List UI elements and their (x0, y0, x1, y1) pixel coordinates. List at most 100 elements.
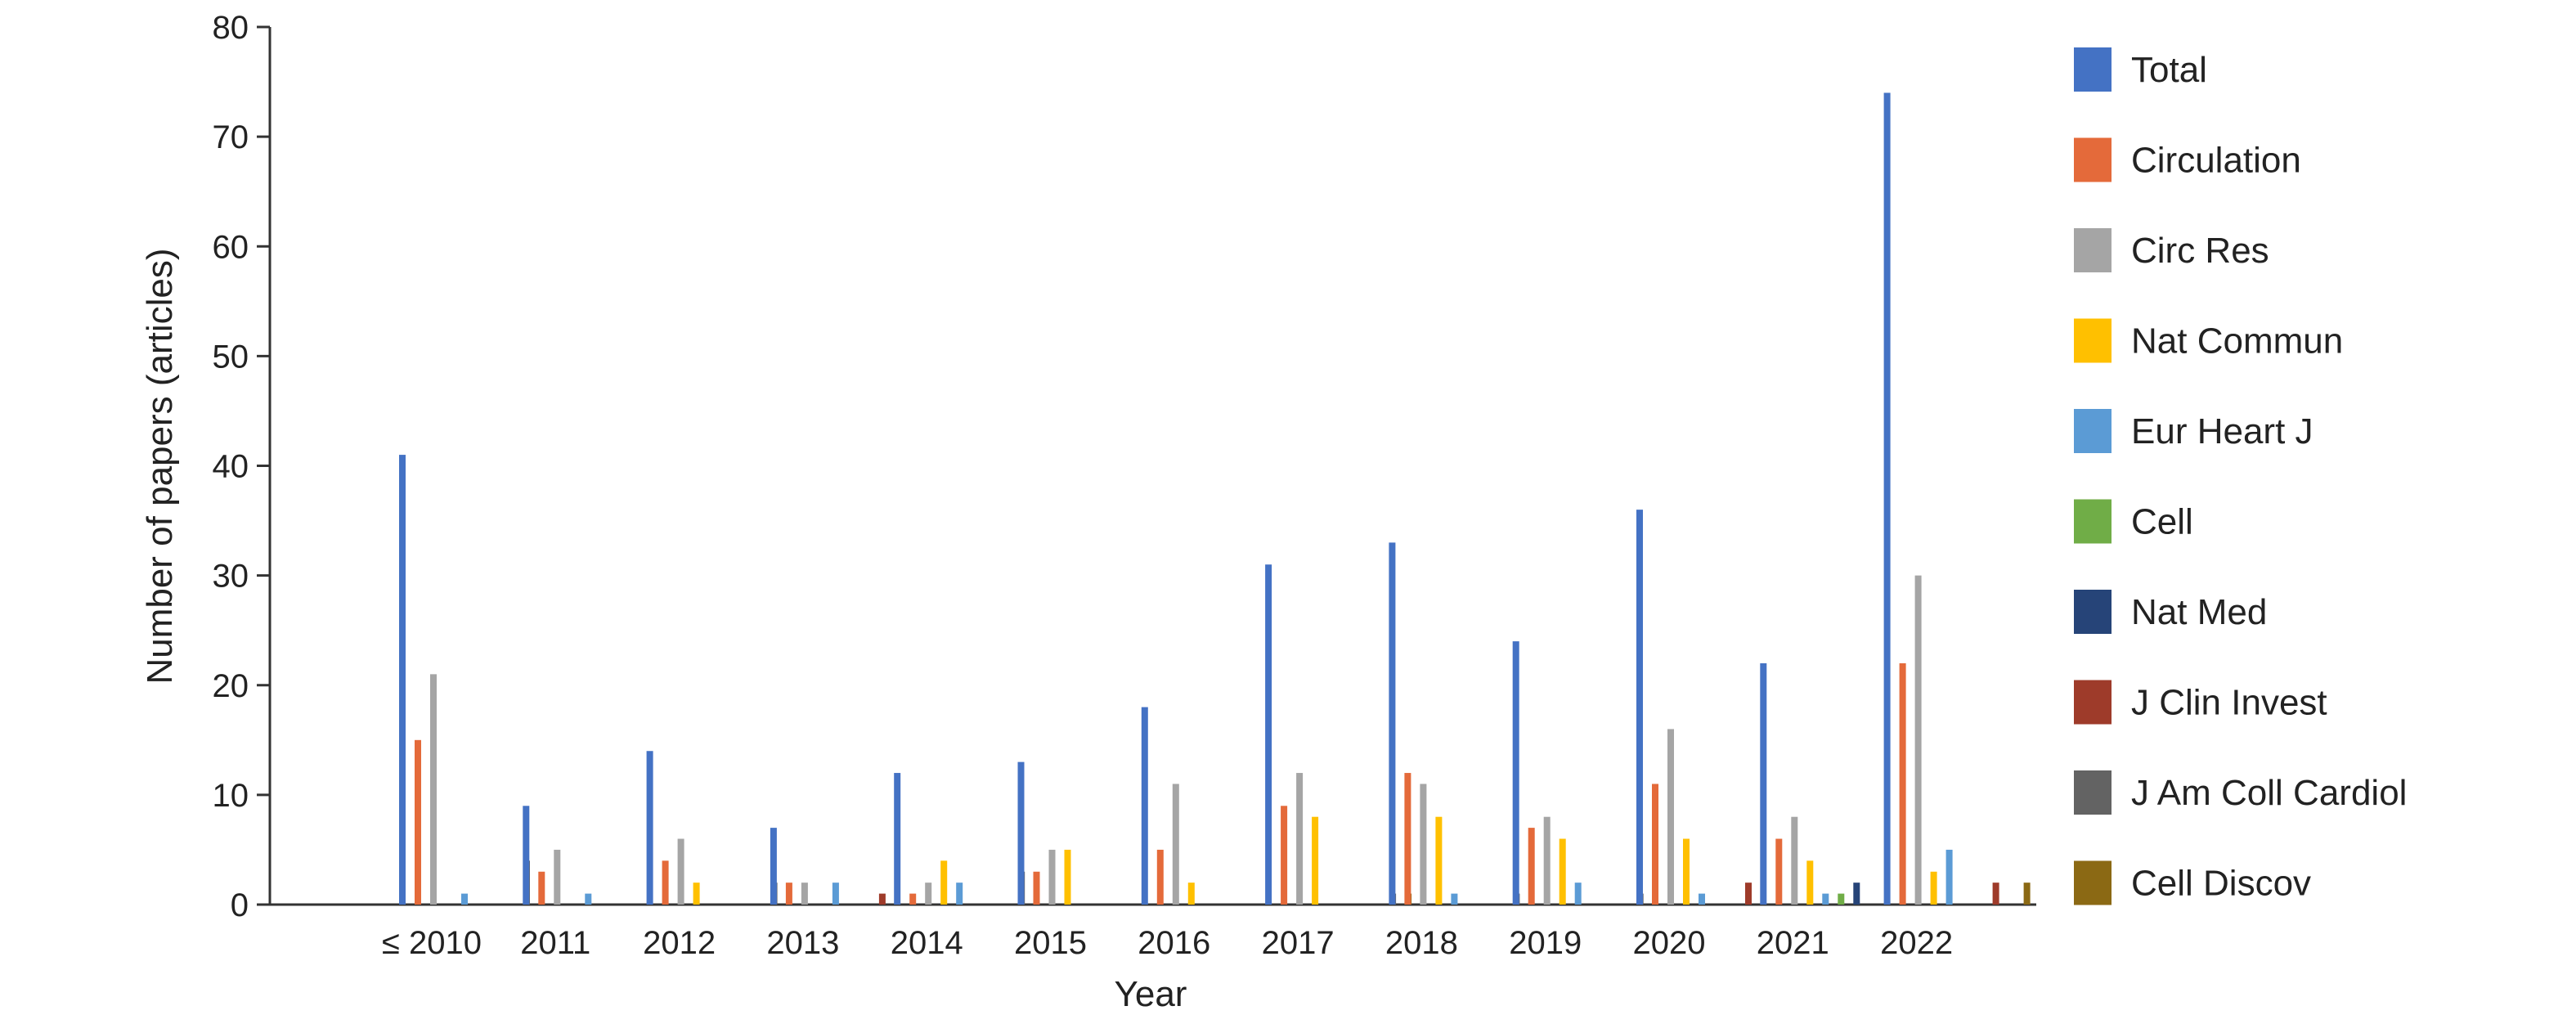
x-tick-label: ≤ 2010 (382, 925, 482, 961)
bar-circ-res-8 (1420, 784, 1427, 905)
bar-cell-discov-12 (2023, 883, 2031, 905)
legend-label: Nat Med (2131, 592, 2267, 632)
bar-circulation-5 (1033, 871, 1040, 905)
bar-circulation-11 (1775, 838, 1783, 905)
bar-circ-res-3 (801, 883, 808, 905)
bar-circulation-4 (909, 893, 917, 905)
legend-swatch (2074, 499, 2112, 544)
bar-eur-heart-j-12 (1945, 849, 1953, 905)
y-tick-label: 20 (213, 668, 249, 704)
y-tick-label: 70 (213, 119, 249, 155)
bar-eur-heart-j-8 (1451, 893, 1458, 905)
bar-circulation-8 (1404, 773, 1411, 905)
bar-nat-commun-11 (1806, 860, 1814, 905)
legend-item-nat-med: Nat Med (2074, 590, 2267, 634)
bar-nat-commun-5 (1064, 849, 1071, 905)
bar-eur-heart-j-4 (956, 883, 963, 905)
bar-circulation-12 (1899, 662, 1906, 905)
y-tick-label: 50 (213, 339, 249, 375)
bar-circ-res-7 (1296, 773, 1304, 905)
legend-label: J Clin Invest (2131, 683, 2327, 723)
legend-label: Circulation (2131, 141, 2301, 181)
bar-circ-res-6 (1172, 784, 1179, 905)
legend-item-j-am-coll-cardiol: J Am Coll Cardiol (2074, 770, 2407, 815)
bar-nat-commun-2 (693, 883, 700, 905)
x-tick-label: 2019 (1509, 925, 1582, 961)
bar-total-2 (646, 751, 653, 905)
bar-nat-commun-6 (1187, 883, 1195, 905)
bar-j-clin-invest-10 (1745, 883, 1752, 905)
legend-item-cell: Cell (2074, 499, 2193, 544)
bar-circulation-0 (415, 739, 421, 905)
axes (257, 25, 2036, 906)
bar-total-9 (1512, 641, 1519, 905)
bar-total-11 (1760, 662, 1767, 905)
legend-item-eur-heart-j: Eur Heart J (2074, 409, 2313, 453)
legend-swatch (2074, 860, 2112, 905)
bar-eur-heart-j-1 (585, 893, 592, 905)
bar-circ-res-2 (677, 838, 684, 905)
bar-cell-11 (1838, 893, 1845, 905)
bar-circ-res-5 (1048, 849, 1056, 905)
legend-item-nat-commun: Nat Commun (2074, 318, 2343, 363)
bar-nat-commun-10 (1683, 838, 1690, 905)
bar-j-clin-invest-12 (1992, 883, 1999, 905)
bars (399, 92, 2031, 905)
bar-circ-res-9 (1543, 816, 1551, 905)
legend-swatch (2074, 770, 2112, 815)
legend-item-circ-res: Circ Res (2074, 228, 2269, 272)
x-tick-label: 2017 (1262, 925, 1335, 961)
bar-circulation-10 (1652, 784, 1658, 905)
bar-total-7 (1265, 564, 1272, 905)
x-tick-label: 2011 (520, 925, 590, 961)
bar-nat-commun-8 (1435, 816, 1443, 905)
legend: Total Circulation Circ Res Nat Commun Eur He… (2074, 47, 2407, 905)
bar-nat-commun-12 (1930, 871, 1937, 905)
y-axis-title: Number of papers (articles) (140, 248, 180, 684)
bar-nat-med-11 (1853, 883, 1860, 905)
legend-swatch (2074, 47, 2112, 92)
bar-circulation-1 (538, 871, 545, 905)
legend-label: Circ Res (2131, 231, 2269, 271)
legend-swatch (2074, 137, 2112, 182)
bar-eur-heart-j-10 (1699, 893, 1705, 905)
bar-eur-heart-j-11 (1822, 893, 1829, 905)
y-tick-label: 80 (213, 10, 249, 46)
bar-eur-heart-j-9 (1574, 883, 1582, 905)
x-tick-label: 2013 (766, 925, 839, 961)
legend-item-circulation: Circulation (2074, 137, 2301, 182)
legend-label: Total (2131, 50, 2207, 90)
x-tick-label: 2020 (1633, 925, 1706, 961)
bar-total-8 (1389, 542, 1396, 905)
bar-total-3 (770, 828, 777, 905)
bar-nat-commun-9 (1559, 838, 1566, 905)
x-tick-label: 2018 (1385, 925, 1458, 961)
y-tick-labels: 0 10 20 30 40 50 60 70 80 (213, 10, 249, 923)
legend-label: Cell Discov (2131, 864, 2311, 904)
bar-circ-res-0 (430, 674, 437, 905)
y-tick-label: 30 (213, 559, 249, 595)
bar-total-0 (399, 455, 406, 905)
legend-item-cell-discov: Cell Discov (2074, 860, 2311, 905)
legend-swatch (2074, 318, 2112, 363)
bar-nat-commun-4 (940, 860, 948, 905)
legend-label: Cell (2131, 502, 2193, 542)
x-tick-label: 2016 (1138, 925, 1210, 961)
legend-swatch (2074, 228, 2112, 272)
bar-circ-res-4 (925, 883, 932, 905)
bar-circulation-3 (785, 883, 792, 905)
x-tick-label: 2021 (1757, 925, 1829, 961)
x-tick-label: 2014 (891, 925, 963, 961)
bar-eur-heart-j-3 (832, 883, 839, 905)
bar-total-4 (894, 773, 901, 905)
y-tick-label: 0 (231, 887, 249, 923)
bar-eur-heart-j-0 (461, 893, 468, 905)
legend-swatch (2074, 590, 2112, 634)
bar-circulation-9 (1528, 828, 1535, 905)
bar-circ-res-1 (554, 849, 561, 905)
y-tick-label: 40 (213, 449, 249, 485)
legend-swatch (2074, 409, 2112, 453)
bar-circ-res-10 (1667, 729, 1674, 905)
